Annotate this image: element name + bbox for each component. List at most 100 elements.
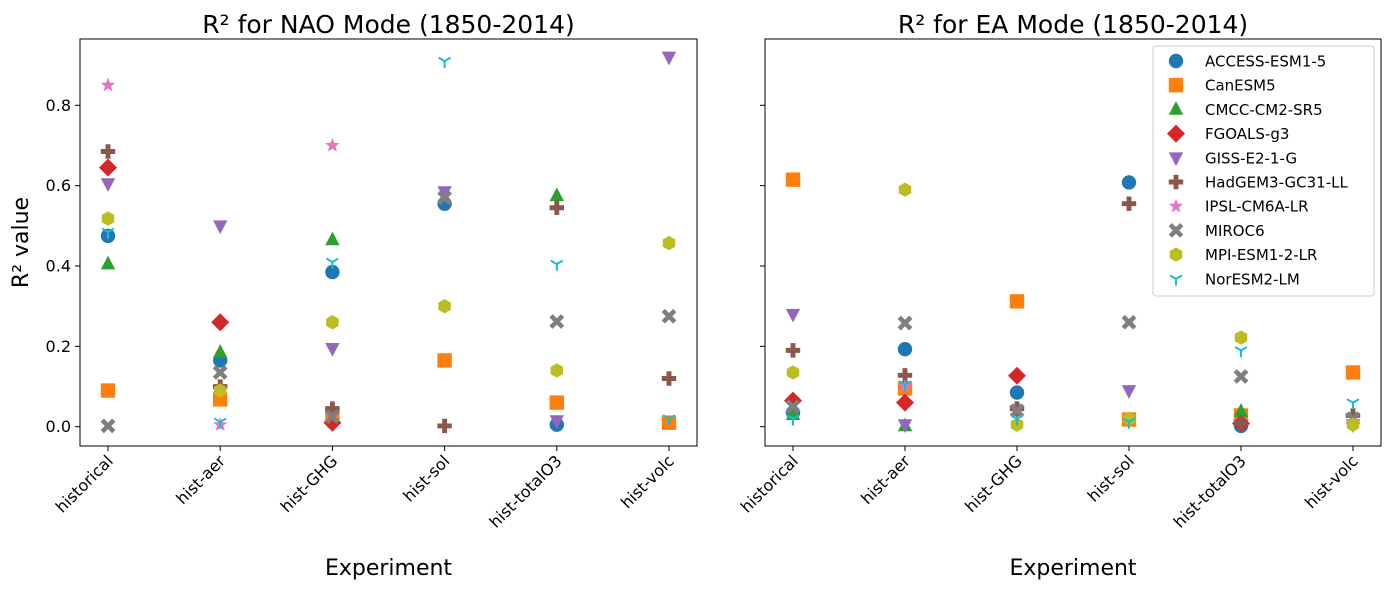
nao-x-tick-label-hist-totalo3: hist-totalO3 [485, 451, 565, 531]
nao-point-mpi-esm1-2-lr-historical [101, 211, 115, 226]
legend-label-miroc6: MIROC6 [1205, 222, 1265, 240]
nao-point-hadgem3-gc31-ll-hist-totalo3 [549, 200, 564, 215]
legend-marker-cmcc-cm2-sr5 [1168, 101, 1184, 115]
nao-point-ipsl-cm6a-lr-hist-ghg [325, 137, 340, 152]
nao-point-noresm2-lm-hist-totalo3 [550, 259, 564, 271]
ea-point-giss-e2-1-g-hist-sol [1121, 385, 1137, 399]
ea-x-tick-label-hist-ghg: hist-GHG [961, 451, 1026, 516]
nao-point-access-esm1-5-hist-ghg [325, 264, 340, 280]
ea-point-mpi-esm1-2-lr-hist-totalo3 [1234, 330, 1248, 345]
ea-point-noresm2-lm-hist-ghg [1010, 414, 1024, 426]
nao-point-giss-e2-1-g-hist-sol [437, 186, 452, 200]
nao-title: R² for NAO Mode (1850-2014) [202, 10, 575, 39]
legend-label-ipsl-cm6a-lr: IPSL-CM6A-LR [1205, 198, 1309, 216]
nao-point-cmcc-cm2-sr5-hist-aer [213, 344, 228, 358]
nao-point-miroc6-hist-volc [661, 308, 677, 324]
ea-point-noresm2-lm-hist-totalo3 [1234, 346, 1248, 358]
legend-marker-giss-e2-1-g [1168, 152, 1184, 167]
nao-point-mpi-esm1-2-lr-hist-volc [662, 235, 676, 251]
legend-label-noresm2-lm: NorESM2-LM [1205, 270, 1300, 288]
nao-point-hadgem3-gc31-ll-hist-sol [437, 418, 452, 434]
ea-title: R² for EA Mode (1850-2014) [898, 10, 1248, 39]
nao-point-miroc6-hist-sol [437, 190, 452, 206]
nao-point-canesm5-hist-totalo3 [549, 395, 564, 410]
ea-x-tick-label-hist-sol: hist-sol [1084, 451, 1138, 505]
nao-point-miroc6-hist-aer [212, 365, 228, 380]
nao-point-hadgem3-gc31-ll-historical [100, 144, 116, 159]
nao-point-giss-e2-1-g-hist-totalo3 [549, 415, 564, 429]
ea-point-noresm2-lm-hist-volc [1346, 398, 1360, 410]
legend-label-hadgem3-gc31-ll: HadGEM3-GC31-LL [1205, 174, 1348, 192]
ea-x-tick-label-hist-volc: hist-volc [1301, 451, 1362, 512]
ea-x-axis-label: Experiment [1009, 556, 1136, 581]
ea-point-mpi-esm1-2-lr-hist-volc [1346, 417, 1360, 432]
nao-point-canesm5-hist-aer [213, 392, 228, 407]
legend-label-access-esm1-5: ACCESS-ESM1-5 [1205, 53, 1326, 71]
ea-point-miroc6-hist-ghg [1009, 403, 1025, 419]
ea-point-canesm5-hist-ghg [1009, 294, 1025, 309]
nao-point-giss-e2-1-g-hist-volc [661, 51, 677, 66]
nao-point-giss-e2-1-g-hist-ghg [325, 342, 340, 357]
ea-point-giss-e2-1-g-historical [785, 308, 801, 323]
legend-marker-miroc6 [1168, 223, 1184, 238]
ea-point-noresm2-lm-historical [786, 414, 800, 426]
legend-label-canesm5: CanESM5 [1205, 77, 1276, 95]
ea-point-canesm5-historical [785, 172, 801, 187]
ea-point-access-esm1-5-hist-ghg [1009, 385, 1025, 400]
legend-marker-hadgem3-gc31-ll [1168, 174, 1184, 190]
legend-marker-access-esm1-5 [1168, 53, 1184, 69]
nao-point-fgoals-g3-historical [99, 158, 117, 177]
nao-point-mpi-esm1-2-lr-hist-ghg [326, 315, 339, 330]
ea-point-miroc6-hist-aer [897, 315, 913, 331]
ea-point-noresm2-lm-hist-sol [1122, 417, 1136, 429]
nao-point-cmcc-cm2-sr5-hist-totalo3 [549, 187, 564, 202]
legend-label-cmcc-cm2-sr5: CMCC-CM2-SR5 [1205, 101, 1323, 119]
legend-box [1152, 45, 1375, 297]
nao-point-noresm2-lm-hist-ghg [325, 257, 339, 269]
legend-marker-ipsl-cm6a-lr [1168, 198, 1184, 213]
legend-marker-noresm2-lm [1169, 274, 1183, 286]
nao-point-miroc6-hist-ghg [325, 409, 340, 425]
nao-point-hadgem3-gc31-ll-hist-ghg [325, 401, 340, 416]
ea-point-cmcc-cm2-sr5-hist-totalo3 [1233, 403, 1249, 417]
ea-point-mpi-esm1-2-lr-hist-sol [1122, 411, 1136, 426]
ea-point-mpi-esm1-2-lr-hist-aer [898, 182, 912, 197]
ea-point-hadgem3-gc31-ll-hist-sol [1121, 196, 1137, 211]
nao-point-miroc6-historical [100, 418, 116, 434]
legend-marker-mpi-esm1-2-lr [1169, 247, 1183, 262]
nao-point-noresm2-lm-hist-aer [213, 417, 227, 429]
nao-point-noresm2-lm-hist-volc [662, 414, 676, 426]
nao-y-axis-label: R² value [9, 197, 34, 288]
nao-point-canesm5-historical [100, 383, 116, 398]
nao-y-tick-label: 0.2 [46, 337, 71, 356]
nao-x-tick-label-hist-aer: hist-aer [172, 451, 229, 508]
legend-marker-canesm5 [1168, 78, 1184, 93]
nao-point-mpi-esm1-2-lr-hist-aer [213, 383, 227, 398]
nao-point-ipsl-cm6a-lr-historical [100, 77, 116, 92]
ea-point-mpi-esm1-2-lr-historical [786, 365, 800, 380]
ea-point-access-esm1-5-hist-aer [897, 341, 913, 357]
nao-point-mpi-esm1-2-lr-hist-sol [438, 298, 451, 314]
nao-x-tick-label-hist-volc: hist-volc [617, 451, 678, 512]
ea-point-fgoals-g3-hist-aer [896, 393, 914, 412]
nao-x-axis-label: Experiment [325, 556, 452, 581]
legend-label-giss-e2-1-g: GISS-E2-1-G [1205, 149, 1297, 167]
nao-panel: R² for NAO Mode (1850-2014) Experiment R… [9, 10, 698, 581]
ea-x-tick-label-hist-aer: hist-aer [857, 451, 914, 508]
nao-point-fgoals-g3-hist-aer [211, 313, 230, 332]
legend-marker-fgoals-g3 [1167, 124, 1185, 143]
ea-panel: R² for EA Mode (1850-2014) Experiment hi… [737, 10, 1382, 581]
nao-point-noresm2-lm-hist-sol [438, 56, 452, 68]
ea-point-access-esm1-5-hist-sol [1121, 175, 1137, 190]
nao-x-tick-label-hist-ghg: hist-GHG [277, 451, 342, 516]
legend-label-mpi-esm1-2-lr: MPI-ESM1-2-LR [1205, 246, 1317, 264]
legend: ACCESS-ESM1-5 CanESM5 CMCC-CM2-SR5 FGOALS-g… [1152, 45, 1375, 297]
nao-point-hadgem3-gc31-ll-hist-volc [661, 371, 677, 386]
nao-point-cmcc-cm2-sr5-historical [100, 255, 116, 270]
nao-point-giss-e2-1-g-hist-aer [213, 220, 228, 235]
nao-y-tick-label: 0.8 [46, 96, 71, 115]
ea-point-fgoals-g3-hist-ghg [1008, 366, 1026, 385]
legend-label-fgoals-g3: FGOALS-g3 [1205, 125, 1289, 143]
nao-x-tick-label-historical: historical [52, 451, 117, 516]
ea-point-hadgem3-gc31-ll-hist-aer [897, 368, 913, 383]
